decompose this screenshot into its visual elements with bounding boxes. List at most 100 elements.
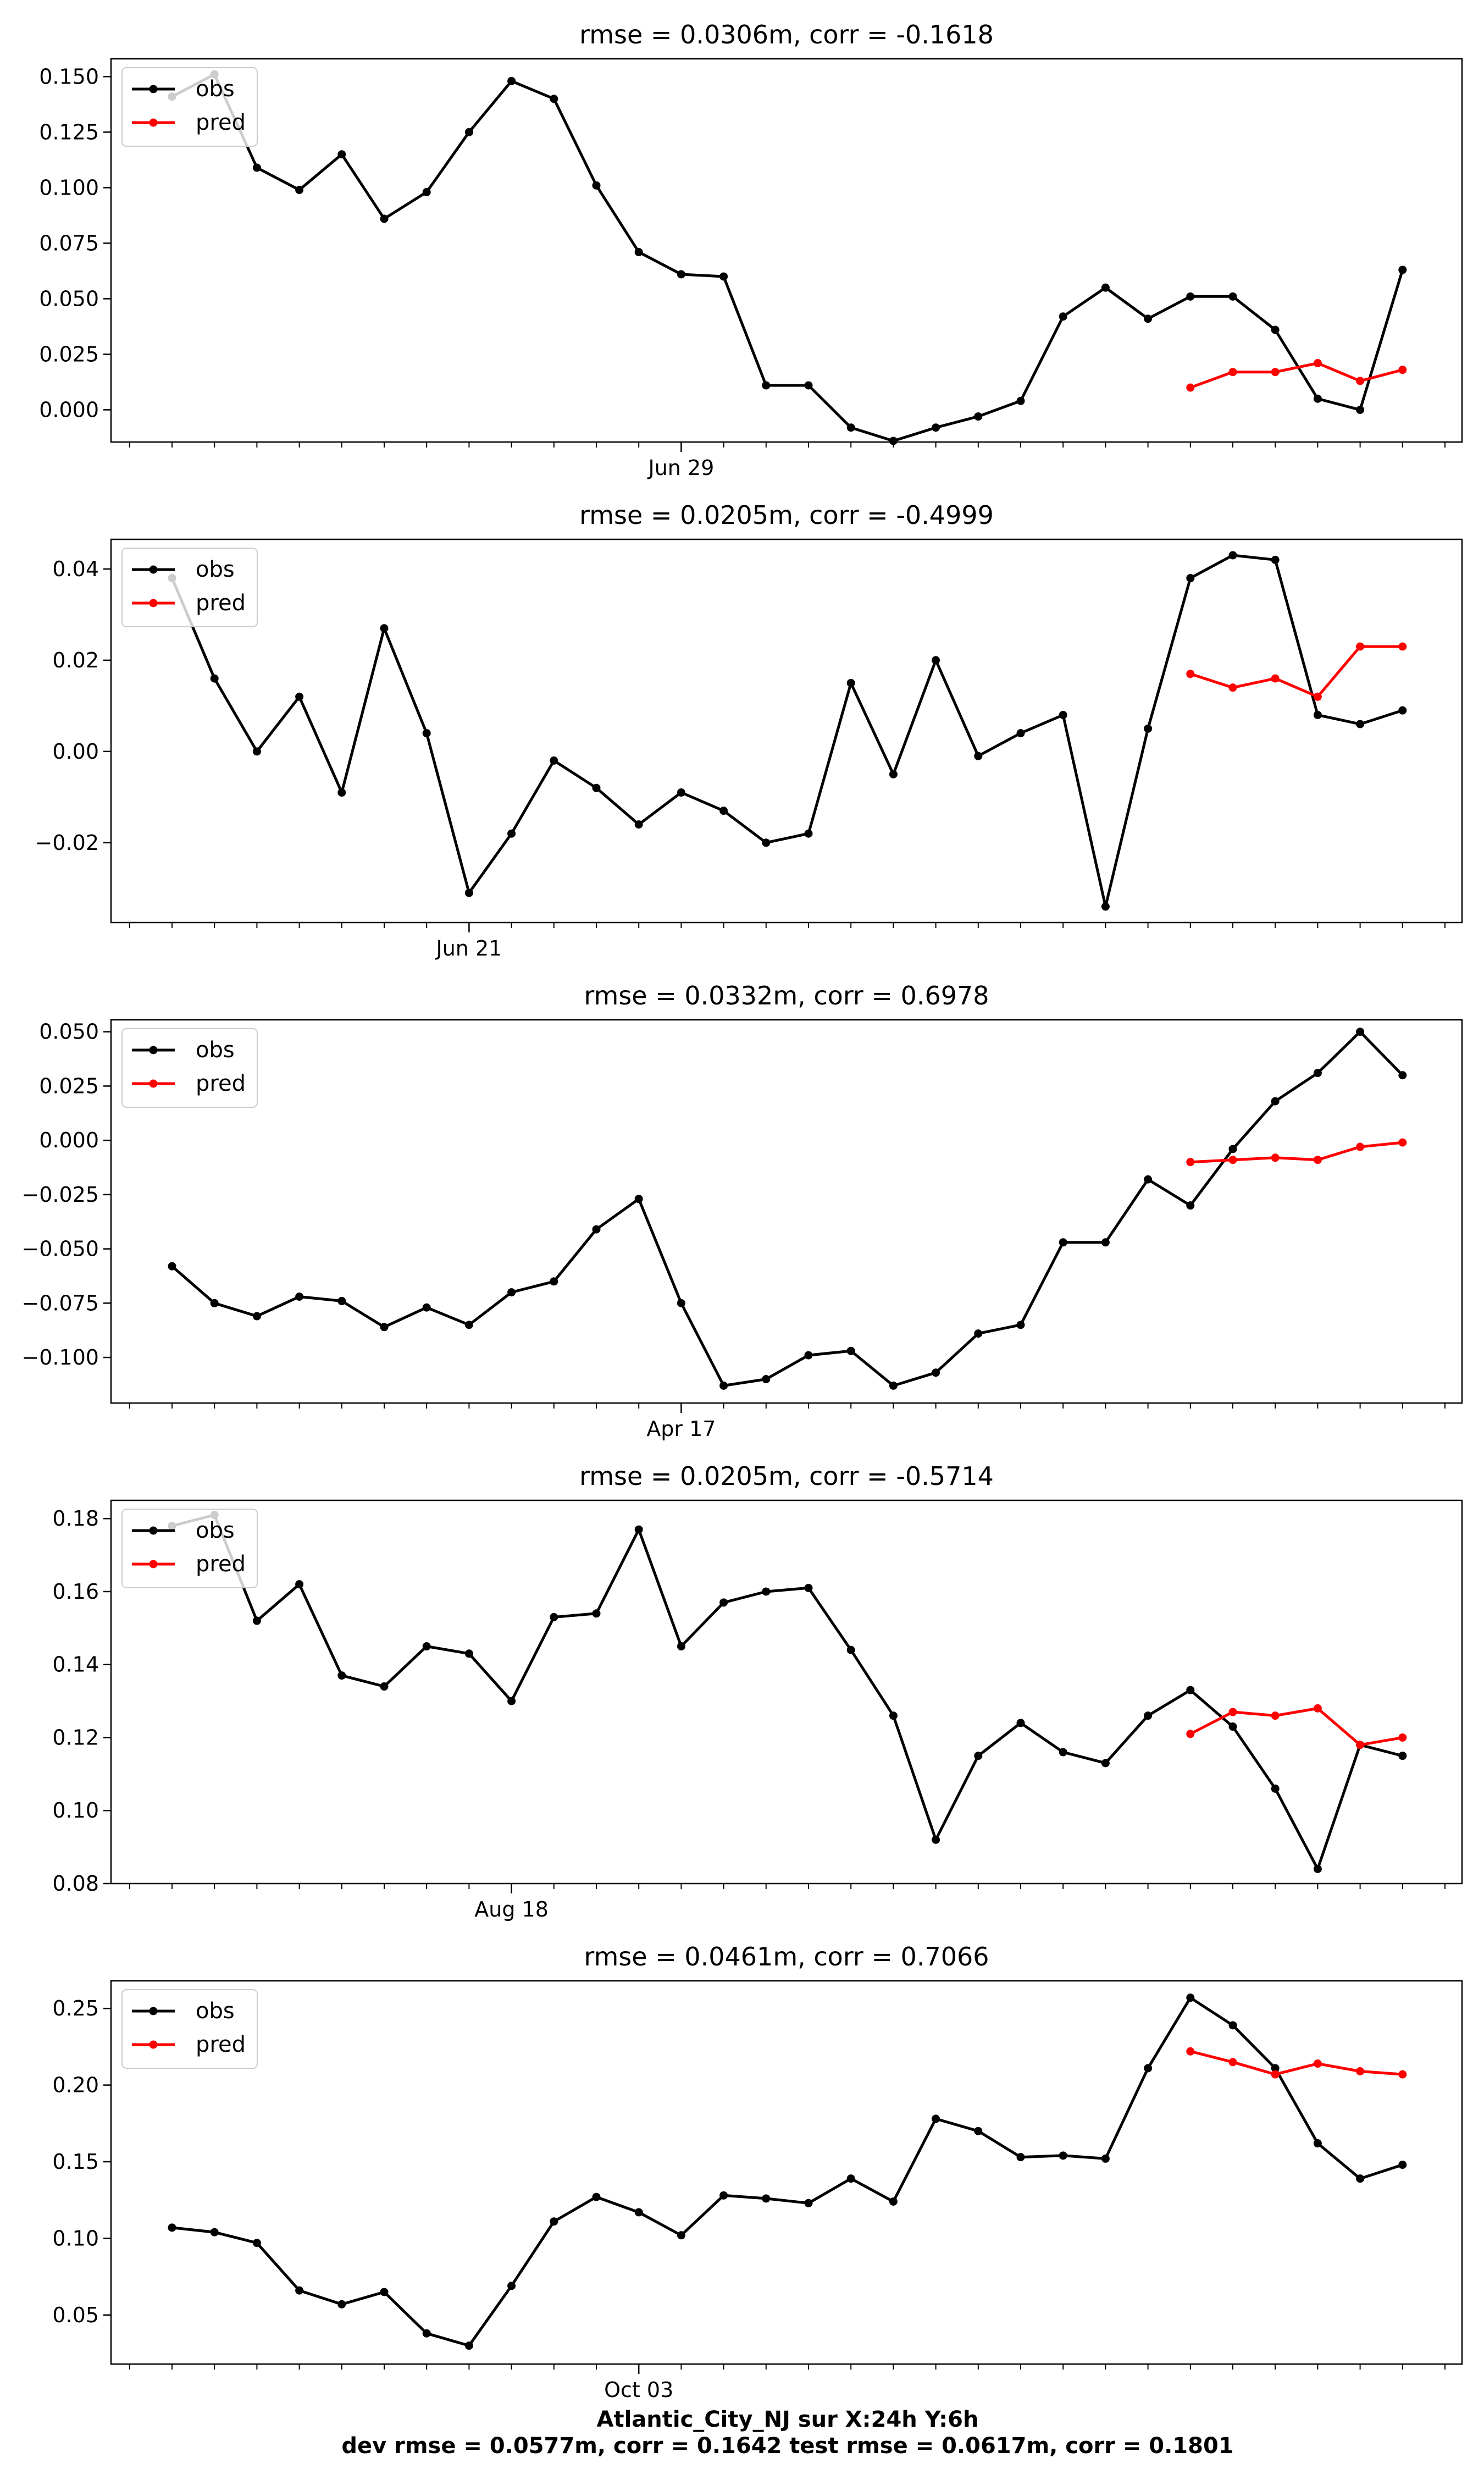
data-point-obs: [974, 2127, 983, 2135]
data-point-obs: [464, 1649, 473, 1658]
data-point-obs: [889, 2197, 898, 2206]
data-point-obs: [1228, 2021, 1237, 2030]
data-point-obs: [422, 729, 431, 738]
data-point-obs: [295, 1580, 304, 1589]
y-tick-label: 0.150: [39, 64, 99, 89]
data-point-obs: [974, 1329, 983, 1338]
y-tick-label: 0.18: [52, 1506, 99, 1531]
data-point-obs: [804, 1583, 813, 1592]
figure-footer-line1: Atlantic_City_NJ sur X:24h Y:6h: [597, 2407, 979, 2432]
y-tick-label: −0.100: [21, 1345, 99, 1369]
data-point-pred: [1313, 692, 1322, 701]
y-tick-label: 0.04: [52, 557, 99, 581]
chart-title: rmse = 0.0205m, corr = -0.4999: [579, 500, 994, 530]
data-point-obs: [719, 272, 728, 281]
data-point-obs: [1101, 2154, 1110, 2163]
data-point-obs: [719, 1598, 728, 1607]
data-point-obs: [592, 1225, 601, 1234]
legend-marker-obs: [149, 1046, 158, 1054]
legend-marker-pred: [149, 599, 158, 608]
y-tick-label: 0.20: [52, 2073, 99, 2097]
chart-title: rmse = 0.0306m, corr = -0.1618: [579, 20, 994, 49]
data-point-obs: [889, 437, 898, 445]
legend-marker-obs: [149, 1526, 158, 1535]
legend-marker-pred: [149, 1560, 158, 1569]
data-point-obs: [550, 1277, 558, 1286]
series-line-obs: [171, 73, 1404, 443]
data-point-obs: [550, 2217, 558, 2226]
y-tick-label: 0.25: [52, 1996, 99, 2020]
data-point-pred: [1228, 368, 1237, 377]
series-pred: [1186, 1704, 1407, 1749]
x-date-tick-label: Aug 18: [474, 1897, 549, 1921]
panels: rmse = 0.0306m, corr = -0.1618 0.000 0.025…: [21, 20, 1463, 2402]
data-point-obs: [507, 76, 516, 85]
data-point-pred: [1356, 2067, 1365, 2075]
chart-title: rmse = 0.0332m, corr = 0.6978: [584, 981, 989, 1010]
series-pred: [1186, 642, 1407, 701]
data-point-obs: [889, 1711, 898, 1720]
plot-frame: [110, 1499, 1463, 1885]
data-point-obs: [762, 838, 771, 847]
series-line-obs: [171, 1514, 1403, 1870]
series-line-pred: [1190, 2050, 1403, 2076]
chart-panel-1: rmse = 0.0306m, corr = -0.1618 0.000 0.025…: [39, 20, 1463, 480]
data-point-obs: [1313, 710, 1322, 719]
series-line-pred: [1189, 1707, 1403, 1747]
data-point-obs: [252, 2239, 261, 2247]
data-point-pred: [1186, 2047, 1195, 2056]
data-point-obs: [1144, 1711, 1153, 1720]
y-tick-label: 0.100: [39, 175, 99, 200]
y-tick-label: −0.075: [21, 1291, 99, 1315]
data-point-obs: [1016, 1321, 1025, 1329]
data-point-obs: [1228, 292, 1237, 301]
data-point-obs: [1271, 1784, 1280, 1793]
data-point-obs: [677, 1299, 685, 1307]
legend-marker-obs: [149, 2007, 158, 2015]
data-point-obs: [1186, 574, 1195, 583]
data-point-obs: [380, 624, 389, 633]
data-point-obs: [1144, 1175, 1153, 1184]
data-point-obs: [550, 1612, 558, 1621]
data-point-obs: [295, 185, 304, 194]
y-tick-label: 0.15: [52, 2150, 99, 2174]
x-date-tick-label: Oct 03: [604, 2378, 673, 2402]
chart-panel-5: rmse = 0.0461m, corr = 0.7066 0.05 0.10 0.1…: [52, 1942, 1463, 2402]
y-tick-label: 0.050: [39, 1020, 99, 1044]
y-tick-label: −0.050: [21, 1237, 99, 1261]
data-point-pred: [1313, 359, 1322, 368]
data-point-obs: [252, 1616, 261, 1625]
y-tick-label: 0.050: [39, 286, 99, 311]
series-obs: [168, 70, 1407, 445]
data-point-obs: [889, 1381, 898, 1390]
data-point-obs: [1186, 1993, 1195, 2002]
legend-label-pred: pred: [196, 2032, 246, 2057]
data-point-obs: [677, 788, 685, 797]
data-point-obs: [422, 1642, 431, 1651]
data-point-obs: [422, 1303, 431, 1312]
legend: obs pred: [121, 1028, 258, 1108]
data-point-obs: [1144, 724, 1153, 733]
data-point-pred: [1228, 1708, 1237, 1716]
data-point-pred: [1356, 1741, 1365, 1749]
data-point-pred: [1356, 642, 1365, 651]
data-point-pred: [1228, 683, 1237, 692]
series-line-pred: [1189, 362, 1403, 389]
data-point-obs: [719, 2191, 728, 2200]
data-point-obs: [889, 770, 898, 778]
data-point-obs: [932, 1368, 940, 1377]
data-point-obs: [1186, 1686, 1195, 1694]
data-point-obs: [550, 95, 558, 103]
data-point-obs: [1356, 720, 1365, 728]
data-point-obs: [1313, 1069, 1322, 1078]
series-line-obs: [170, 554, 1403, 908]
data-point-obs: [380, 1682, 389, 1691]
data-point-obs: [550, 756, 558, 765]
data-point-obs: [295, 1292, 304, 1301]
data-point-obs: [507, 1697, 516, 1705]
data-point-obs: [634, 820, 643, 829]
data-point-obs: [1144, 2064, 1153, 2073]
data-point-obs: [252, 747, 261, 756]
data-point-obs: [507, 1288, 516, 1297]
